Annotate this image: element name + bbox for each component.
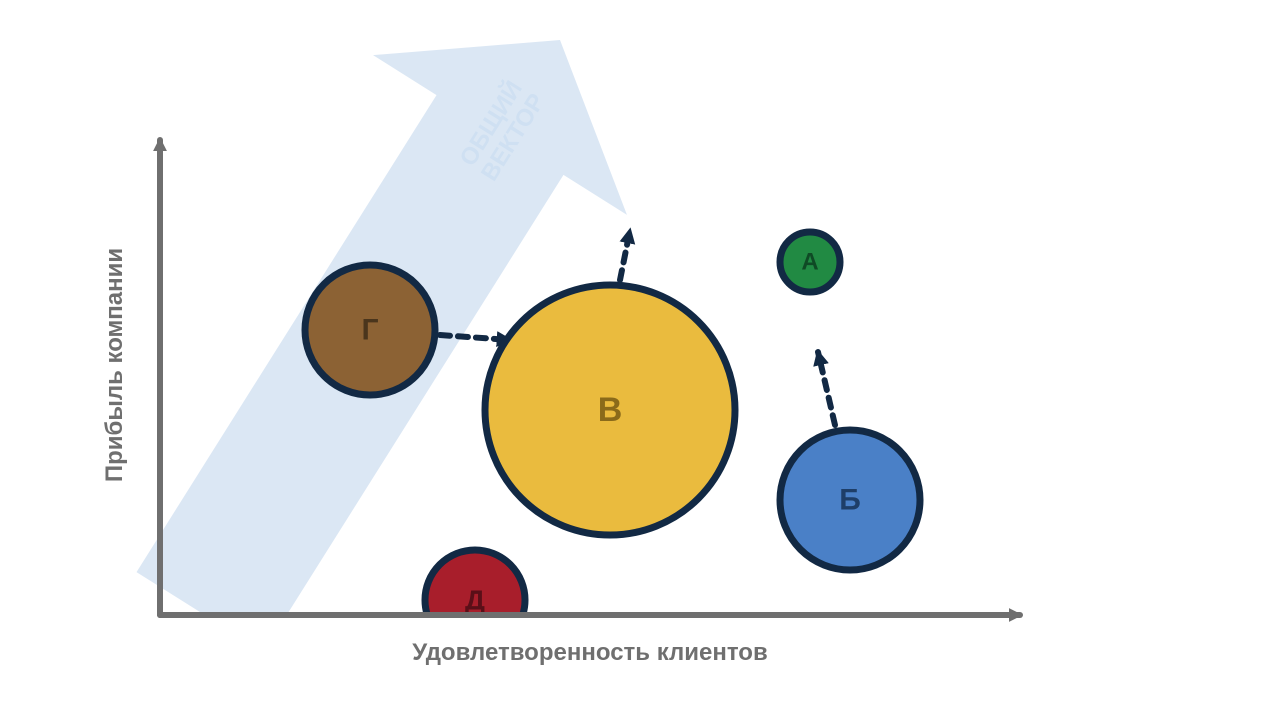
bubble-label-a: А bbox=[801, 249, 818, 276]
bubble-label-g: Г bbox=[361, 314, 378, 347]
bubble-label-b: Б bbox=[839, 484, 861, 517]
bubble-b: Б bbox=[780, 430, 920, 570]
bubble-d: Д bbox=[425, 550, 525, 650]
y-axis-label: Прибыль компании bbox=[101, 248, 128, 482]
bubbles-group: А Б В Г Д bbox=[305, 232, 920, 650]
bubble-chart: ОБЩИЙВЕКТОРАБВГДУдовлетворенность клиент… bbox=[0, 0, 1280, 720]
x-axis-label: Удовлетворенность клиентов bbox=[412, 639, 767, 666]
direction-arrow-b bbox=[818, 352, 835, 425]
bubble-label-v: В bbox=[598, 391, 623, 429]
bubble-label-d: Д bbox=[465, 585, 485, 616]
bubble-v: В bbox=[485, 285, 735, 535]
direction-arrow-v bbox=[620, 230, 630, 280]
bubble-g: Г bbox=[305, 265, 435, 395]
bubble-a: А bbox=[780, 232, 840, 292]
